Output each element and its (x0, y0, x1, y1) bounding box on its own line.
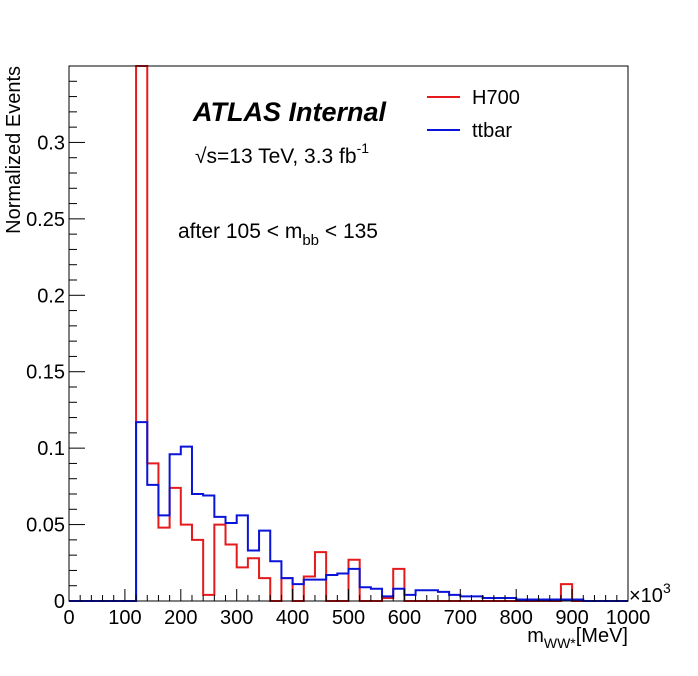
y-axis-label: Normalized Events (3, 66, 25, 234)
x-axis-label: mWW*[MeV] (527, 625, 628, 651)
legend: H700 ttbar (427, 87, 520, 142)
y-tick-label: 0 (54, 591, 65, 613)
energy-label-main: √s=13 TeV, 3.3 fb (195, 145, 357, 168)
energy-label-exp: -1 (357, 140, 370, 156)
cut-label-main: after 105 < m (178, 220, 302, 243)
y-tick-label: 0.25 (26, 209, 65, 231)
y-tick-label: 0.2 (37, 285, 65, 307)
series-ttbar-line (69, 421, 628, 602)
x-tick-label: 100 (108, 607, 141, 629)
x-tick-label: 800 (500, 607, 533, 629)
ticks-layer: 0 100 200 300 400 500 600 700 800 900 1000 0 0.05 0.1… (26, 80, 651, 629)
x-axis-label-unit: [MeV] (576, 625, 628, 647)
y-tick-label: 0.15 (26, 362, 65, 384)
x-tick-label: 500 (332, 607, 365, 629)
x-axis-label-main: m (527, 625, 544, 647)
cut-label-sub: bb (302, 232, 319, 249)
energy-label: √s=13 TeV, 3.3 fb-1 (195, 140, 369, 168)
x-tick-label: 400 (276, 607, 309, 629)
x-axis-multiplier: ×103 (629, 580, 671, 607)
y-tick-label: 0.3 (37, 132, 65, 154)
x-tick-label: 0 (63, 607, 74, 629)
x-tick-label: 600 (388, 607, 421, 629)
legend-label-h700: H700 (472, 87, 520, 109)
x-axis-label-sub: WW* (544, 635, 576, 651)
y-tick-label: 0.05 (26, 515, 65, 537)
x-axis-multiplier-exp: 3 (663, 580, 671, 596)
atlas-label: ATLAS Internal (192, 97, 387, 127)
cut-label: after 105 < mbb < 135 (178, 220, 378, 249)
x-tick-label: 300 (220, 607, 253, 629)
x-axis-multiplier-base: ×10 (629, 585, 663, 607)
x-tick-label: 900 (555, 607, 588, 629)
legend-label-ttbar: ttbar (472, 120, 512, 142)
x-tick-label: 1000 (606, 607, 651, 629)
y-tick-label: 0.1 (37, 438, 65, 460)
x-tick-label: 700 (444, 607, 477, 629)
x-tick-label: 200 (164, 607, 197, 629)
cut-label-suffix: < 135 (319, 220, 378, 243)
